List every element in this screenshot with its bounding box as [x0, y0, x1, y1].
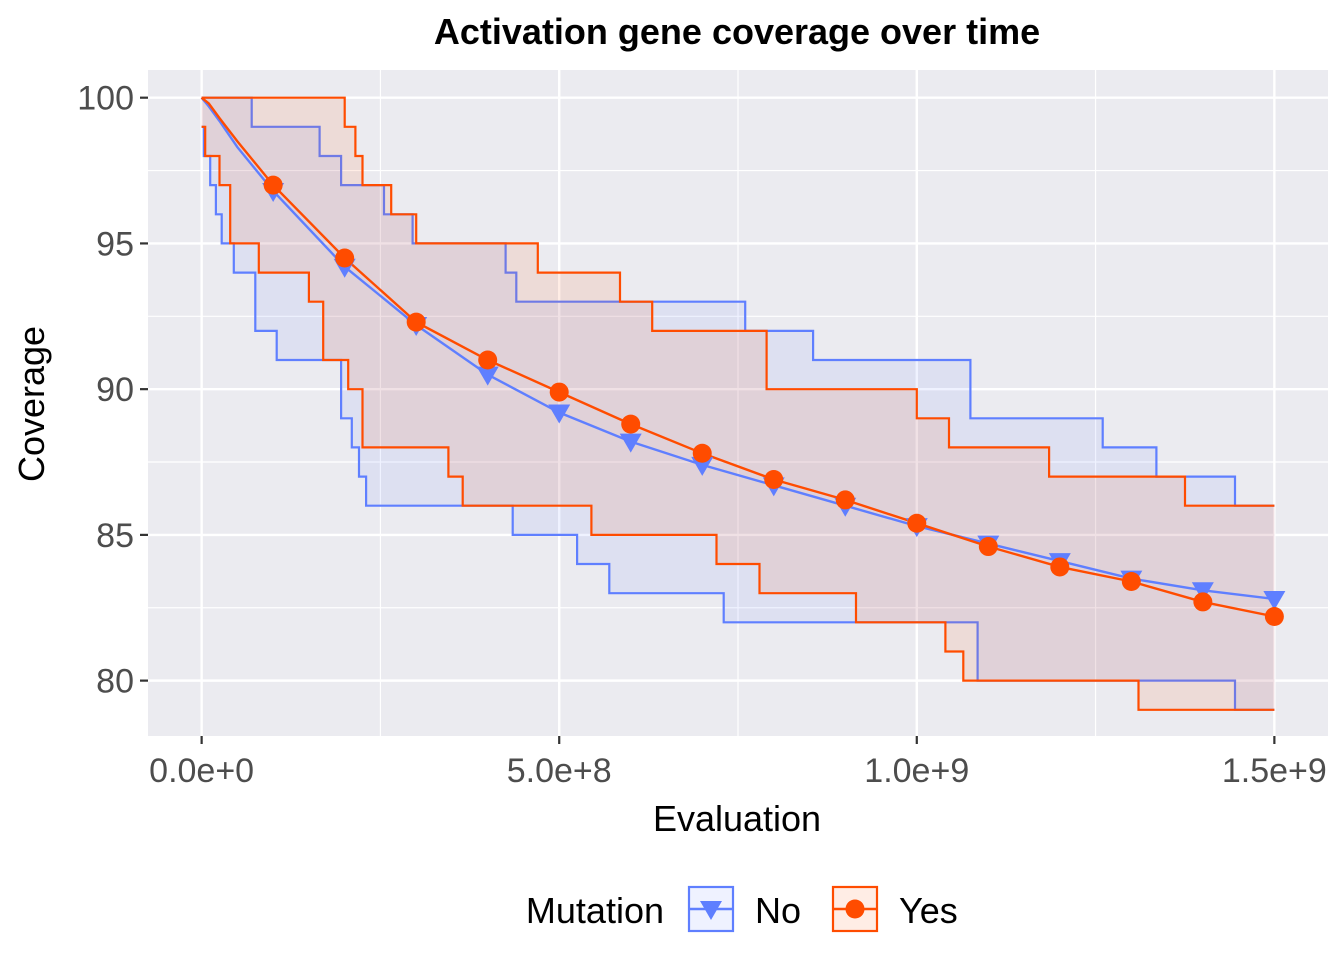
x-tick-label: 1.5e+9 — [1222, 752, 1327, 790]
marker-yes — [978, 537, 998, 557]
legend-label-yes: Yes — [899, 890, 958, 931]
marker-yes — [1121, 572, 1141, 592]
legend-marker-yes — [845, 899, 865, 919]
band-upper-no — [201, 96, 1275, 507]
marker-no — [1263, 591, 1286, 611]
marker-yes — [263, 175, 283, 195]
marker-yes — [835, 490, 855, 510]
y-tick-label: 85 — [96, 517, 134, 555]
marker-yes — [621, 414, 641, 434]
marker-yes — [764, 470, 784, 490]
legend-title: Mutation — [526, 890, 664, 931]
y-tick-label: 80 — [96, 663, 134, 701]
marker-yes — [907, 513, 927, 533]
chart-title: Activation gene coverage over time — [434, 11, 1040, 52]
y-axis: 100 95 90 85 80 — [77, 80, 148, 701]
legend-item-no: No — [687, 885, 801, 933]
band-upper-yes — [201, 96, 1275, 507]
y-axis-title: Coverage — [11, 326, 52, 482]
marker-yes — [1050, 557, 1070, 577]
marker-yes — [406, 312, 426, 332]
legend-marker-no — [700, 901, 722, 920]
y-tick-label: 95 — [96, 225, 134, 263]
marker-no — [476, 366, 499, 386]
band-lower-yes — [201, 125, 1275, 711]
x-tick-label: 1.0e+9 — [864, 752, 969, 790]
legend: Mutation No Yes — [526, 885, 958, 933]
marker-no — [691, 456, 714, 476]
mean-markers — [262, 175, 1286, 626]
band-fill-no — [201, 97, 1275, 710]
marker-no — [548, 404, 571, 424]
marker-yes — [1193, 592, 1213, 612]
legend-label-no: No — [755, 890, 801, 931]
marker-yes — [478, 350, 498, 370]
x-tick-label: 0.0e+0 — [149, 752, 254, 790]
range-bands — [201, 96, 1275, 711]
y-tick-label: 90 — [96, 371, 134, 409]
x-axis: 0.0e+0 5.0e+8 1.0e+9 1.5e+9 — [149, 736, 1327, 790]
marker-no — [1191, 582, 1214, 602]
marker-no — [619, 433, 642, 453]
marker-yes — [692, 443, 712, 463]
y-tick-label: 100 — [77, 80, 134, 118]
legend-item-yes: Yes — [831, 885, 958, 933]
band-lower-no — [201, 125, 1275, 711]
band-fill-yes — [201, 97, 1275, 710]
marker-yes — [335, 248, 355, 268]
marker-yes — [549, 382, 569, 402]
x-tick-label: 5.0e+8 — [507, 752, 612, 790]
x-axis-title: Evaluation — [653, 798, 821, 839]
marker-yes — [1264, 606, 1284, 626]
